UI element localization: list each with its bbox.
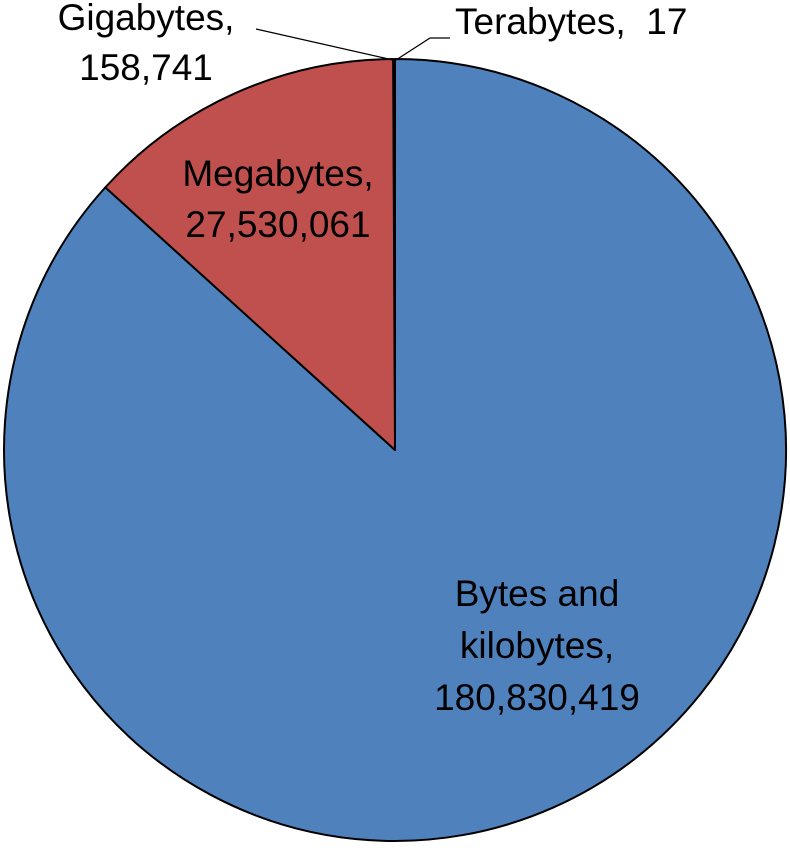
leader-line-gigabytes [255, 28, 394, 61]
slice-labels: Terabytes, 17 Bytes and kilobytes, 180,830,… [58, 0, 688, 718]
slice-label-bytes-and-kilobytes-line-2: kilobytes, [460, 625, 614, 666]
leader-line-terabytes [395, 37, 450, 61]
leader-lines [255, 28, 450, 61]
slice-label-megabytes-line-2: 27,530,061 [185, 204, 370, 245]
slice-label-gigabytes-line-1: Gigabytes, [58, 0, 235, 38]
pie-slice-megabytes [104, 58, 396, 451]
slice-label-terabytes-line-1: Terabytes, 17 [455, 1, 687, 42]
slice-label-megabytes-line-1: Megabytes, [182, 153, 373, 194]
slice-label-bytes-and-kilobytes-line-3: 180,830,419 [434, 677, 640, 718]
pie-slice-gigabytes [392, 58, 396, 451]
slice-label-gigabytes-line-2: 158,741 [79, 47, 213, 88]
pie-slices [3, 58, 787, 842]
slice-label-bytes-and-kilobytes-line-1: Bytes and [455, 573, 620, 614]
